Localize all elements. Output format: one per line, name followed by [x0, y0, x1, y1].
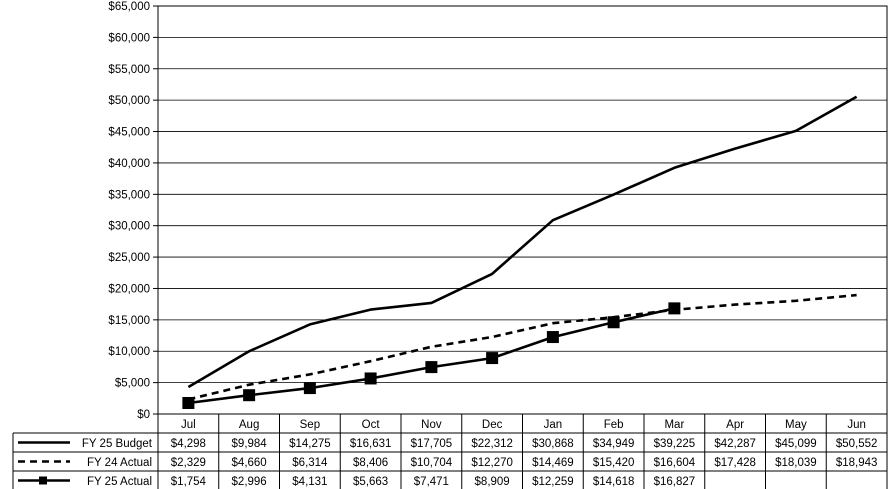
y-tick-label: $45,000 — [108, 127, 150, 139]
y-tick-label: $5,000 — [115, 378, 150, 390]
data-point-marker — [668, 302, 681, 315]
data-label: $4,131 — [292, 476, 327, 488]
x-category-label: Jan — [544, 419, 563, 431]
data-label: $12,259 — [532, 476, 574, 488]
gridlines — [157, 5, 888, 415]
y-tick-label: $50,000 — [108, 95, 150, 107]
y-tick-label: $65,000 — [108, 1, 150, 13]
legend-label: FY 24 Actual — [87, 457, 152, 469]
data-point-marker — [243, 389, 256, 402]
y-tick-label: $20,000 — [108, 283, 150, 295]
series-line-1 — [188, 293, 857, 401]
data-point-marker — [546, 331, 559, 344]
series-lines — [182, 95, 858, 409]
data-label: $39,225 — [654, 438, 696, 450]
x-category-label: May — [785, 419, 807, 431]
data-label: $16,604 — [654, 457, 696, 469]
x-category-label: Nov — [421, 419, 442, 431]
series-line-0 — [187, 95, 858, 389]
y-tick-label: $55,000 — [108, 64, 150, 76]
data-label: $15,420 — [593, 457, 635, 469]
data-label: $17,705 — [411, 438, 453, 450]
data-label: $9,984 — [232, 438, 268, 450]
data-label: $42,287 — [714, 438, 756, 450]
data-label: $16,631 — [350, 438, 392, 450]
x-category-label: Jun — [847, 419, 866, 431]
data-point-marker — [607, 316, 620, 329]
y-tick-label: $10,000 — [108, 346, 150, 358]
x-category-label: Apr — [726, 419, 744, 431]
y-tick-label: $60,000 — [108, 32, 150, 44]
data-point-marker — [486, 352, 499, 365]
data-point-marker — [303, 382, 316, 395]
y-tick-label: $0 — [137, 409, 150, 421]
data-point-marker — [182, 396, 195, 409]
data-point-marker — [364, 372, 377, 385]
data-label: $4,660 — [232, 457, 267, 469]
data-label: $8,406 — [353, 457, 388, 469]
x-category-label: Oct — [362, 419, 381, 431]
y-tick-label: $35,000 — [108, 189, 150, 201]
y-tick-label: $40,000 — [108, 158, 150, 170]
data-label: $1,754 — [171, 476, 207, 488]
data-label: $30,868 — [532, 438, 574, 450]
legend-label: FY 25 Budget — [82, 438, 153, 450]
data-label: $12,270 — [471, 457, 513, 469]
x-category-label: Feb — [604, 419, 624, 431]
data-label: $14,469 — [532, 457, 574, 469]
data-label: $18,039 — [775, 457, 817, 469]
data-point-marker — [425, 361, 438, 374]
x-category-label: Jul — [181, 419, 196, 431]
data-label: $7,471 — [414, 476, 449, 488]
data-label: $22,312 — [471, 438, 513, 450]
y-tick-label: $30,000 — [108, 221, 150, 233]
x-category-label: Sep — [300, 419, 320, 431]
x-category-label: Dec — [482, 419, 503, 431]
series-line-2 — [188, 307, 675, 405]
plot-area-border — [157, 5, 888, 415]
x-category-label: Mar — [664, 419, 684, 431]
data-label: $16,827 — [654, 476, 696, 488]
y-tick-label: $25,000 — [108, 252, 150, 264]
y-axis: $0 $5,000 $10,000 $15,000 $20,000 $25,000 $30,… — [108, 1, 158, 421]
y-tick-label: $15,000 — [108, 315, 150, 327]
data-label: $8,909 — [475, 476, 510, 488]
data-label: $18,943 — [836, 457, 878, 469]
data-label: $34,949 — [593, 438, 635, 450]
data-label: $4,298 — [171, 438, 206, 450]
data-label: $45,099 — [775, 438, 817, 450]
data-label: $5,663 — [353, 476, 388, 488]
data-label: $50,552 — [836, 438, 878, 450]
data-label: $6,314 — [292, 457, 328, 469]
data-table: Jul Aug Sep Oct Nov Dec Jan Feb Mar Apr May Jun FY 2… — [12, 413, 888, 489]
data-label: $10,704 — [411, 457, 453, 469]
legend-label: FY 25 Actual — [87, 476, 152, 488]
legend-marker — [39, 476, 47, 485]
data-label: $14,618 — [593, 476, 635, 488]
data-label: $17,428 — [714, 457, 756, 469]
data-label: $14,275 — [289, 438, 331, 450]
data-label: $2,996 — [232, 476, 267, 488]
data-label: $2,329 — [171, 457, 206, 469]
x-category-label: Aug — [239, 419, 259, 431]
